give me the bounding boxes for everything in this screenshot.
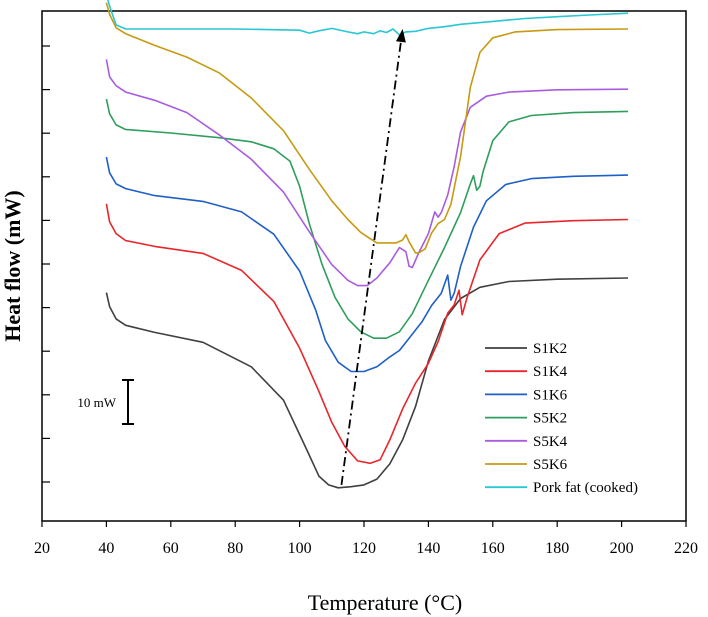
- legend-label-3: S5K2: [533, 411, 567, 427]
- series-line-2: [105, 156, 629, 373]
- x-tick-label-100: 100: [288, 540, 312, 557]
- legend-label-4: S5K4: [533, 434, 568, 450]
- series-line-3: [105, 98, 629, 339]
- x-tick-label-20: 20: [34, 540, 50, 557]
- x-tick-label-220: 220: [674, 540, 698, 557]
- x-tick-label-200: 200: [610, 540, 634, 557]
- legend-label-6: Pork fat (cooked): [533, 480, 638, 496]
- x-tick-label-180: 180: [545, 540, 569, 557]
- x-tick-label-60: 60: [163, 540, 179, 557]
- y-axis-ticks: [42, 45, 50, 483]
- plot-frame: [41, 10, 687, 522]
- legend: S1K2 S1K4 S1K6 S5K2 S5K4 S5K6 Pork fat (cooked…: [485, 341, 638, 496]
- trend-arrow-line: [340, 41, 402, 486]
- legend-label-1: S1K4: [533, 364, 568, 380]
- series-lines: [105, 0, 629, 489]
- x-axis-ticks: [41, 521, 687, 527]
- legend-label-5: S5K6: [533, 457, 568, 473]
- legend-label-0: S1K2: [533, 341, 567, 357]
- trend-arrow: [340, 29, 406, 486]
- x-axis-title: Temperature (°C): [308, 590, 462, 615]
- trend-arrow-head: [395, 29, 406, 43]
- series-line-1: [105, 203, 629, 465]
- x-tick-label-80: 80: [227, 540, 243, 557]
- legend-label-2: S1K6: [533, 387, 568, 403]
- y-axis-title: Heat flow (mW): [0, 190, 25, 342]
- x-tick-label-140: 140: [416, 540, 440, 557]
- series-line-5: [105, 2, 629, 254]
- scale-bar: 10 mW: [77, 379, 134, 425]
- x-axis-tick-labels: 20 40 60 80 100 120 140 160 180 200 220: [34, 540, 698, 557]
- x-tick-label-160: 160: [481, 540, 505, 557]
- scale-bar-label: 10 mW: [77, 395, 116, 410]
- series-line-4: [105, 59, 629, 287]
- series-line-6: [107, 0, 629, 36]
- x-tick-label-40: 40: [98, 540, 114, 557]
- x-tick-label-120: 120: [352, 540, 376, 557]
